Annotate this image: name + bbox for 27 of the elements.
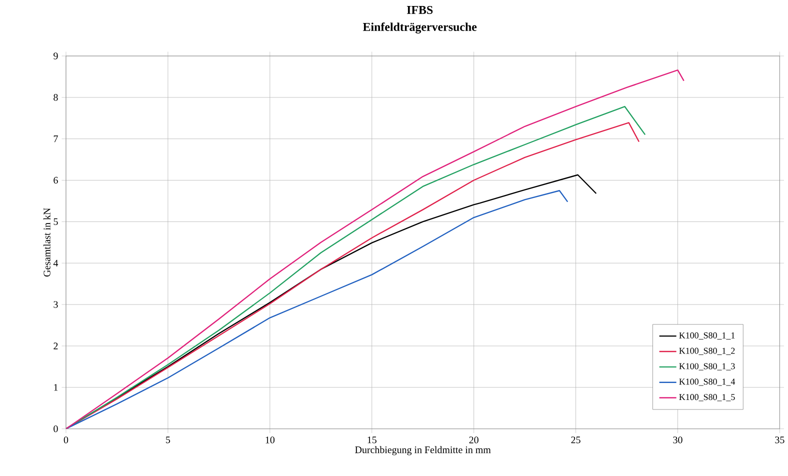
legend-label: K100_S80_1_1 <box>679 332 735 340</box>
x-tick-label: 5 <box>166 436 170 444</box>
y-axis-title: Gesamtlast in kN <box>43 208 50 277</box>
y-tick-label: 9 <box>54 52 58 60</box>
y-tick-label: 8 <box>54 94 58 101</box>
x-tick-label: 0 <box>64 436 68 444</box>
y-tick-label: 0 <box>54 426 58 432</box>
chart-subtitle: Einfeldträgerversuche <box>362 22 477 34</box>
y-tick-label: 5 <box>54 218 58 226</box>
x-tick-label: 20 <box>469 436 478 444</box>
y-tick-label: 3 <box>54 301 58 308</box>
x-axis-title: Durchbiegung in Feldmitte in mm <box>355 446 491 456</box>
y-tick-label: 2 <box>54 342 58 350</box>
legend-label: K100_S80_1_2 <box>679 348 735 355</box>
x-tick-label: 15 <box>368 436 376 444</box>
y-tick-label: 1 <box>54 384 58 391</box>
y-tick-label: 4 <box>53 260 58 266</box>
y-tick-label: 6 <box>54 177 58 184</box>
legend-label: K100_S80_1_3 <box>679 363 735 370</box>
x-tick-label: 25 <box>571 436 580 444</box>
legend-label: K100_S80_1_4 <box>679 378 736 386</box>
x-tick-label: 30 <box>673 436 682 444</box>
x-tick-label: 35 <box>775 436 784 444</box>
chart-title: IFBS <box>406 6 433 14</box>
y-tick-label: 7 <box>54 136 58 142</box>
x-tick-label: 10 <box>266 436 275 444</box>
legend-label: K100_S80_1_5 <box>679 394 735 402</box>
